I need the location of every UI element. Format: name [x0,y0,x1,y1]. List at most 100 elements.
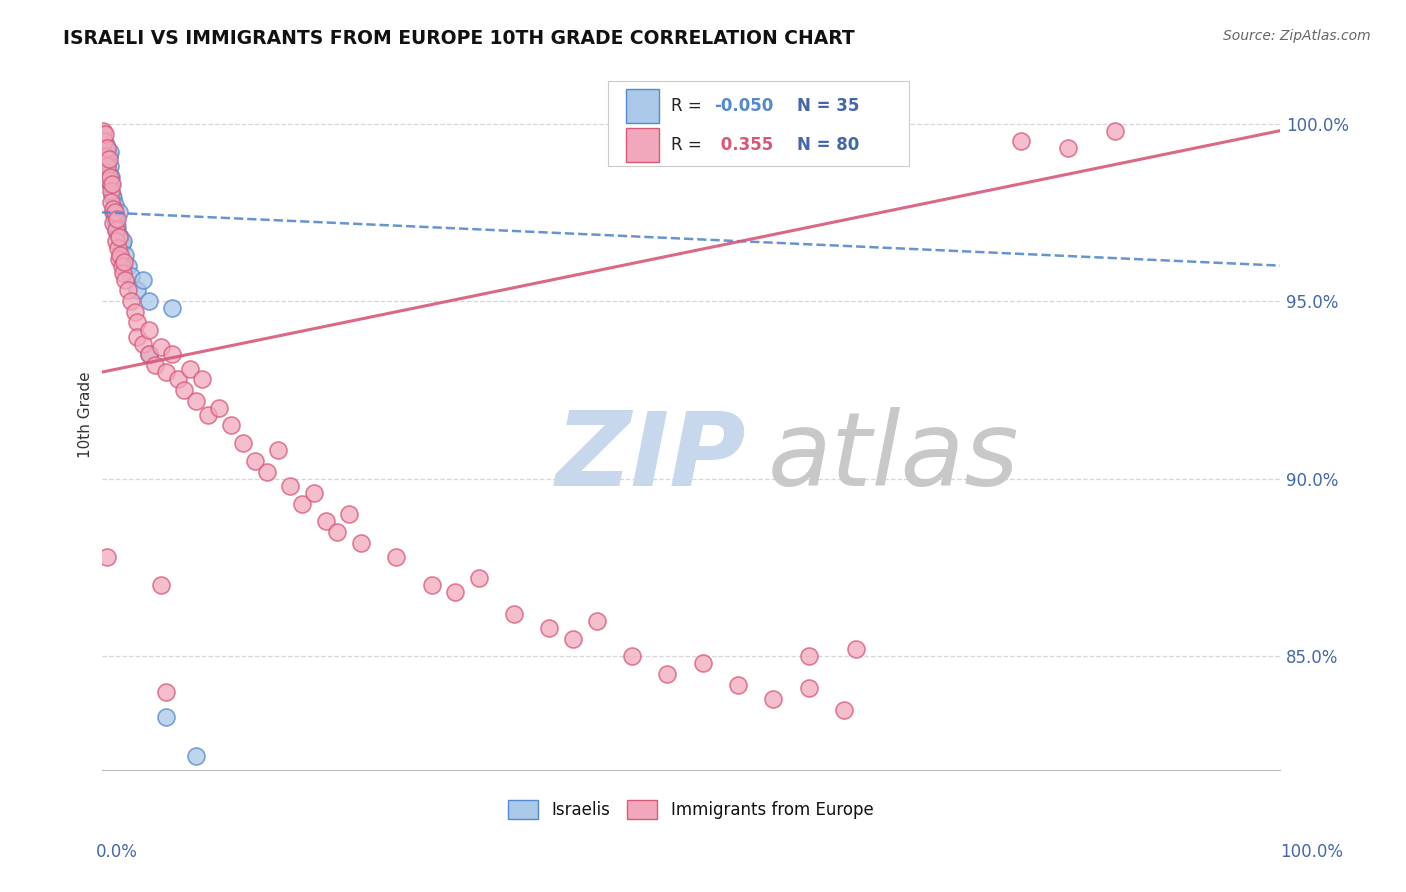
Point [114,273,136,287]
Point [98,169,121,184]
Point [797,649,820,664]
Text: N = 80: N = 80 [797,136,859,153]
Point [278,479,301,493]
Point [111,266,134,280]
Point [197,408,219,422]
Point [96,173,118,187]
Point [138,322,160,336]
Point [96,141,118,155]
Point [100,184,122,198]
Text: ZIP: ZIP [555,407,747,508]
Point [291,497,314,511]
Point [96,148,118,162]
Point [96,137,118,152]
Point [103,216,125,230]
Point [104,223,127,237]
Point [132,273,155,287]
Point [91,123,114,137]
Point [108,252,131,266]
Point [96,159,118,173]
Point [110,248,132,262]
FancyBboxPatch shape [626,88,659,123]
Point [326,524,349,539]
Point [103,212,125,227]
Text: ISRAELI VS IMMIGRANTS FROM EUROPE 10TH GRADE CORRELATION CHART: ISRAELI VS IMMIGRANTS FROM EUROPE 10TH G… [63,29,855,47]
Point [98,159,121,173]
Point [167,372,190,386]
Point [657,667,679,681]
Point [256,465,278,479]
Point [832,703,855,717]
Text: R =: R = [671,136,707,153]
Point [162,347,184,361]
Point [114,248,136,262]
Point [93,134,115,148]
Point [97,152,120,166]
Text: Source: ZipAtlas.com: Source: ZipAtlas.com [1223,29,1371,43]
Point [96,549,118,564]
Point [149,340,172,354]
Point [108,205,131,219]
Text: 0.355: 0.355 [714,136,773,153]
Point [103,205,125,219]
Point [103,205,125,219]
Point [125,284,148,298]
Point [302,486,325,500]
Point [149,578,172,592]
Point [1104,123,1126,137]
Point [1057,141,1080,155]
Point [105,212,128,227]
Text: atlas: atlas [768,408,1019,508]
Point [350,535,373,549]
Point [101,187,124,202]
Point [117,284,139,298]
Point [692,657,714,671]
Point [1010,134,1032,148]
Point [503,607,526,621]
Point [155,365,177,379]
Point [562,632,585,646]
Point [162,301,184,316]
Point [100,177,122,191]
Point [138,347,160,361]
Point [468,571,491,585]
Point [155,685,177,699]
Point [111,234,134,248]
Point [138,347,160,361]
Point [243,454,266,468]
Point [208,401,231,415]
Point [155,709,177,723]
Point [100,169,122,184]
Point [108,230,131,244]
Point [98,145,121,159]
Point [120,269,142,284]
Point [845,642,868,657]
Point [420,578,443,592]
Point [267,443,290,458]
Point [727,678,749,692]
Point [100,194,122,209]
Point [621,649,644,664]
Point [315,514,337,528]
Point [125,329,148,343]
Point [797,681,820,696]
Legend: Israelis, Immigrants from Europe: Israelis, Immigrants from Europe [502,793,880,826]
Point [110,230,132,244]
Point [94,148,117,162]
Point [103,202,125,216]
Point [104,223,127,237]
Point [103,191,125,205]
Point [143,358,166,372]
Point [219,418,242,433]
Point [107,227,129,241]
Point [173,383,195,397]
Point [184,748,207,763]
Point [132,336,155,351]
Point [107,241,129,255]
Point [112,255,135,269]
Point [105,219,128,234]
Point [337,508,360,522]
Point [91,127,114,141]
Text: R =: R = [671,96,707,115]
Point [97,148,120,162]
